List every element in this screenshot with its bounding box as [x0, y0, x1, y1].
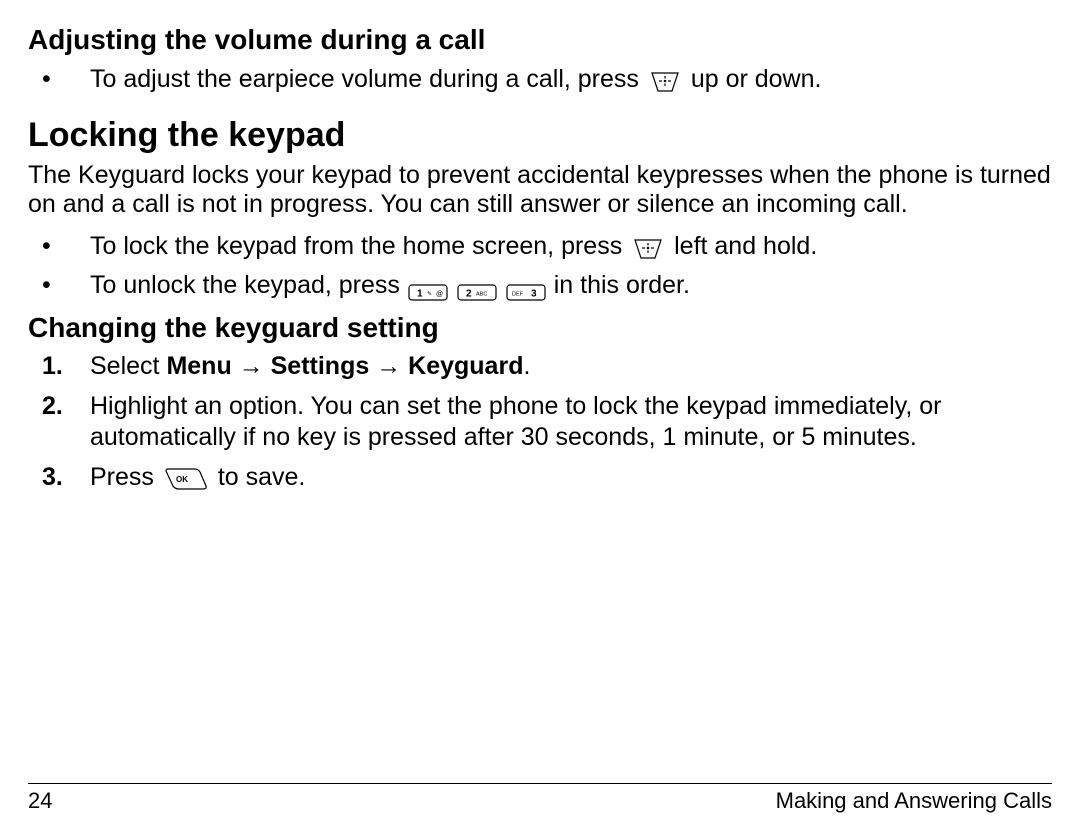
menu-path-settings: Settings — [271, 352, 370, 380]
svg-text:1: 1 — [417, 289, 423, 300]
key-2-icon: 2 ABC — [457, 277, 497, 294]
page-footer: 24 Making and Answering Calls — [28, 783, 1052, 814]
text: up or down. — [691, 65, 822, 93]
text: To adjust the earpiece volume during a c… — [90, 65, 646, 93]
key-3-icon: DEF 3 — [506, 277, 546, 294]
svg-text:✎: ✎ — [427, 291, 432, 298]
nav-key-icon — [650, 69, 680, 91]
list-item: To lock the keypad from the home screen,… — [28, 230, 1052, 263]
text: Select — [90, 352, 166, 380]
text: Press — [90, 463, 161, 491]
svg-text:3: 3 — [531, 289, 537, 300]
arrow-icon: → — [232, 352, 271, 380]
list-item: To unlock the keypad, press 1 ✎ @ 2 ABC — [28, 269, 1052, 302]
ok-key-icon: OK — [165, 467, 207, 489]
keyguard-description: The Keyguard locks your keypad to preven… — [28, 161, 1052, 220]
heading-locking-keypad: Locking the keypad — [28, 114, 1052, 157]
text: To lock the keypad from the home screen,… — [90, 232, 629, 260]
key-1-icon: 1 ✎ @ — [408, 277, 448, 294]
text: to save. — [218, 463, 306, 491]
text: left and hold. — [674, 232, 817, 260]
svg-text:ABC: ABC — [476, 292, 487, 298]
arrow-icon: → — [369, 352, 408, 380]
manual-page: Adjusting the volume during a call To ad… — [0, 0, 1080, 834]
svg-text:2: 2 — [466, 289, 472, 300]
locking-list: To lock the keypad from the home screen,… — [28, 230, 1052, 302]
svg-text:OK: OK — [176, 475, 188, 484]
list-item: Press OK to save. — [28, 462, 1052, 493]
heading-changing-keyguard: Changing the keyguard setting — [28, 310, 1052, 345]
adjust-volume-list: To adjust the earpiece volume during a c… — [28, 63, 1052, 96]
chapter-title: Making and Answering Calls — [776, 788, 1052, 814]
list-item: To adjust the earpiece volume during a c… — [28, 63, 1052, 96]
keyguard-steps: Select Menu → Settings → Keyguard. Highl… — [28, 351, 1052, 493]
list-item: Select Menu → Settings → Keyguard. — [28, 351, 1052, 382]
menu-path-keyguard: Keyguard — [408, 352, 523, 380]
text: . — [523, 352, 530, 380]
list-item: Highlight an option. You can set the pho… — [28, 391, 1052, 452]
nav-key-icon — [633, 236, 663, 258]
text: Highlight an option. You can set the pho… — [90, 392, 941, 451]
svg-text:DEF: DEF — [512, 292, 524, 298]
menu-path-menu: Menu — [166, 352, 231, 380]
text: To unlock the keypad, press — [90, 271, 407, 299]
page-number: 24 — [28, 788, 52, 814]
svg-text:@: @ — [436, 291, 443, 298]
text: in this order. — [554, 271, 690, 299]
heading-adjust-volume: Adjusting the volume during a call — [28, 22, 1052, 57]
